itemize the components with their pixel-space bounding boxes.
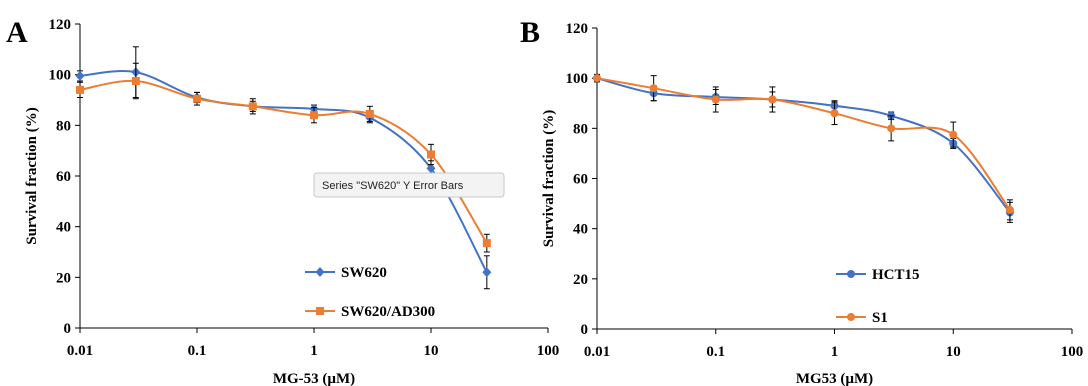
y-tick-label: 20 — [573, 272, 588, 288]
data-point — [949, 130, 958, 139]
series-s1 — [593, 73, 1014, 221]
data-point — [711, 95, 720, 104]
y-tick-label: 100 — [49, 68, 72, 84]
x-tick-label: 1 — [831, 344, 839, 360]
y-tick-label: 40 — [573, 222, 588, 238]
x-tick-label: 100 — [537, 343, 560, 359]
data-point — [427, 150, 435, 159]
y-tick-label: 0 — [581, 322, 589, 338]
series-line — [596, 77, 1011, 214]
y-axis-title: Survival fraction (%) — [541, 110, 557, 247]
legend-label: SW620/AD300 — [341, 304, 435, 320]
x-tick-label: 1 — [310, 343, 318, 359]
data-point — [365, 109, 374, 118]
data-point — [248, 102, 257, 111]
legend-marker — [847, 313, 855, 321]
data-point — [649, 84, 658, 93]
data-point — [887, 124, 896, 133]
y-tick-label: 60 — [573, 172, 588, 188]
data-point — [193, 94, 201, 103]
y-tick-label: 60 — [56, 169, 71, 185]
series-hct15 — [593, 74, 1014, 223]
data-point — [310, 111, 318, 120]
y-tick-label: 80 — [573, 121, 588, 137]
legend: SW620 SW620/AD300 — [305, 265, 435, 320]
y-axis-title: Survival fraction (%) — [24, 107, 40, 244]
x-tick-label: 10 — [424, 343, 439, 359]
data-point — [482, 239, 491, 248]
y-tick-label: 40 — [56, 220, 71, 236]
legend-marker — [847, 270, 855, 278]
series-line — [79, 70, 488, 273]
x-tick-label: 0.01 — [584, 344, 610, 360]
y-tick-label: 0 — [64, 321, 72, 337]
y-tick-label: 120 — [49, 17, 72, 33]
panel-letter: B — [520, 16, 540, 49]
plot-area: 0 20 40 60 80 100 120 0.01 0.1 1 10 100 — [566, 21, 1084, 360]
x-tick-label: 0.1 — [706, 344, 725, 360]
y-tick-label: 80 — [56, 118, 71, 134]
error-bar-tooltip: Series "SW620" Y Error Bars — [313, 172, 505, 198]
data-point — [76, 85, 84, 94]
panel-letter: A — [6, 16, 28, 49]
legend-label: SW620 — [341, 265, 387, 281]
panel-a: A Survival fraction (%) MG-53 (µM) 0 20 40… — [6, 16, 559, 386]
legend-label: S1 — [872, 310, 888, 326]
data-point — [593, 74, 601, 83]
y-tick-label: 120 — [566, 21, 589, 37]
data-point — [1005, 205, 1014, 214]
data-point — [830, 109, 839, 118]
x-tick-label: 0.1 — [188, 343, 207, 359]
tooltip-text: Series "SW620" Y Error Bars — [322, 180, 464, 192]
legend-marker — [316, 307, 324, 315]
data-point — [131, 77, 140, 85]
x-tick-label: 100 — [1061, 344, 1084, 360]
series-sw620-ad300 — [76, 62, 491, 253]
legend: HCT15 S1 — [836, 267, 920, 326]
tooltip-background — [313, 172, 505, 198]
x-axis-title: MG-53 (µM) — [273, 371, 355, 386]
x-axis-title: MG53 (µM) — [796, 371, 873, 386]
data-point — [426, 163, 436, 174]
data-point — [75, 70, 85, 81]
data-point — [768, 95, 777, 104]
series-line — [596, 77, 1011, 211]
legend-label: HCT15 — [872, 267, 920, 283]
legend-marker — [315, 267, 325, 277]
plot-area: 0 20 40 60 80 100 120 0.01 0.1 1 10 100 — [49, 17, 560, 359]
panel-b: B Survival fraction (%) MG53 (µM) 0 20 40 6… — [520, 16, 1083, 386]
y-tick-label: 100 — [566, 71, 589, 87]
data-point — [482, 267, 492, 278]
x-tick-label: 0.01 — [67, 343, 93, 359]
x-tick-label: 10 — [946, 344, 961, 360]
y-tick-label: 20 — [56, 270, 71, 286]
